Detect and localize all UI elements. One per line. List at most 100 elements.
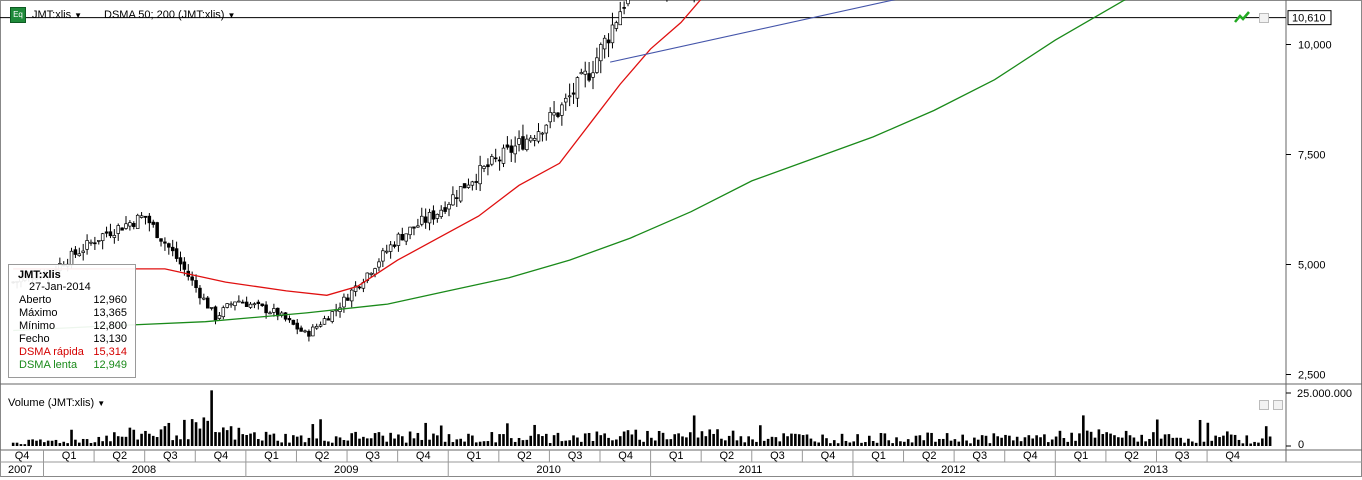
volume-label: Volume (JMT:xlis) [8,397,95,409]
legend-date: 27-Jan-2014 [29,281,91,293]
volume-close-icon[interactable] [1273,400,1283,410]
volume-bar [755,441,758,446]
volume-bar [74,439,77,446]
candle [556,112,560,119]
volume-bar [1155,419,1159,446]
legend-row-label: Mínimo [19,320,56,332]
candle [225,303,229,309]
volume-bar [517,437,521,446]
candle [167,242,171,255]
candle [77,247,82,257]
candle [564,93,568,111]
x-quarter-label: Q3 [770,450,785,462]
candle-body [493,157,498,160]
candle-body [408,226,412,236]
volume-bar [404,442,408,446]
candle [478,155,482,192]
candle-body [447,203,451,210]
x-year-label: 2010 [536,464,560,476]
volume-bar [451,442,455,446]
candle-body [139,215,144,218]
candle-body [202,297,206,300]
candle [233,301,237,311]
volume-bar [1183,442,1186,446]
volume-bar [813,441,817,446]
candle [147,213,152,232]
candle-body [451,194,455,206]
legend-row: Mínimo 12,800 [9,320,135,333]
volume-bar [949,440,953,446]
volume-bar [194,422,198,446]
x-year-label: 2008 [132,464,156,476]
volume-bar [1004,434,1007,446]
volume-bar [1237,439,1241,446]
x-quarter-label: Q2 [112,450,127,462]
price-marker-box [1287,10,1332,26]
candle-body [614,22,619,29]
candle [552,101,556,122]
volume-bar [225,430,229,446]
volume-series [11,390,1272,446]
volume-bar [319,419,322,446]
volume-bar [739,436,743,446]
volume-bar [961,434,964,446]
x-year-label: 2013 [1143,464,1167,476]
volume-bar [311,424,315,446]
volume-bar [529,435,533,446]
volume-bar [23,444,27,446]
volume-bar [688,432,692,446]
volume-selector[interactable]: Volume (JMT:xlis) ▼ [8,397,105,409]
volume-bar [1222,435,1225,446]
volume-bar [210,390,213,446]
candle [384,244,389,255]
symbol-selector[interactable]: JMT:xlis ▼ [32,9,82,21]
candle [392,241,397,249]
candle [135,213,140,229]
volume-bar [996,436,1000,446]
trend-tool-icon[interactable] [1234,10,1250,24]
candle-body [260,303,264,307]
volume-bar [957,441,961,446]
candle [365,272,370,284]
volume-bar [879,433,883,446]
volume-bar [50,440,54,446]
volume-bar [155,437,159,446]
candle-body [388,244,393,252]
candle [501,144,506,168]
volume-bar [548,443,552,446]
candle-body [326,318,331,321]
volume-bar [650,437,653,446]
legend-row-value: 13,365 [93,307,127,319]
volume-bar [498,434,501,446]
trendline-support [609,0,896,63]
volume-bar [132,429,136,446]
dropdown-arrow-icon: ▼ [227,11,236,20]
volume-bar [66,443,69,446]
volume-bar [572,435,575,446]
volume-bar [1105,432,1108,446]
candle-body [470,181,475,186]
candle [93,236,97,250]
candle [560,102,564,126]
volume-bar [595,431,599,446]
volume-bar [930,432,933,446]
candle [513,136,517,163]
volume-bar [1187,438,1190,446]
candle-body [505,144,510,148]
candle-body [532,138,537,141]
volume-bar [218,432,221,446]
equity-icon[interactable]: Eq [10,7,26,23]
study-selector[interactable]: DSMA 50; 200 (JMT:xlis) ▼ [104,9,235,21]
candle [244,296,249,307]
volume-bar [284,433,287,446]
candle [548,107,552,129]
maximize-icon[interactable] [1259,13,1269,23]
volume-bar [1039,437,1042,446]
volume-restore-icon[interactable] [1259,400,1269,410]
candle-body [295,322,299,330]
candle-body [521,136,525,150]
volume-bar [681,436,684,446]
volume-bar [1085,430,1089,446]
candle [474,173,478,191]
